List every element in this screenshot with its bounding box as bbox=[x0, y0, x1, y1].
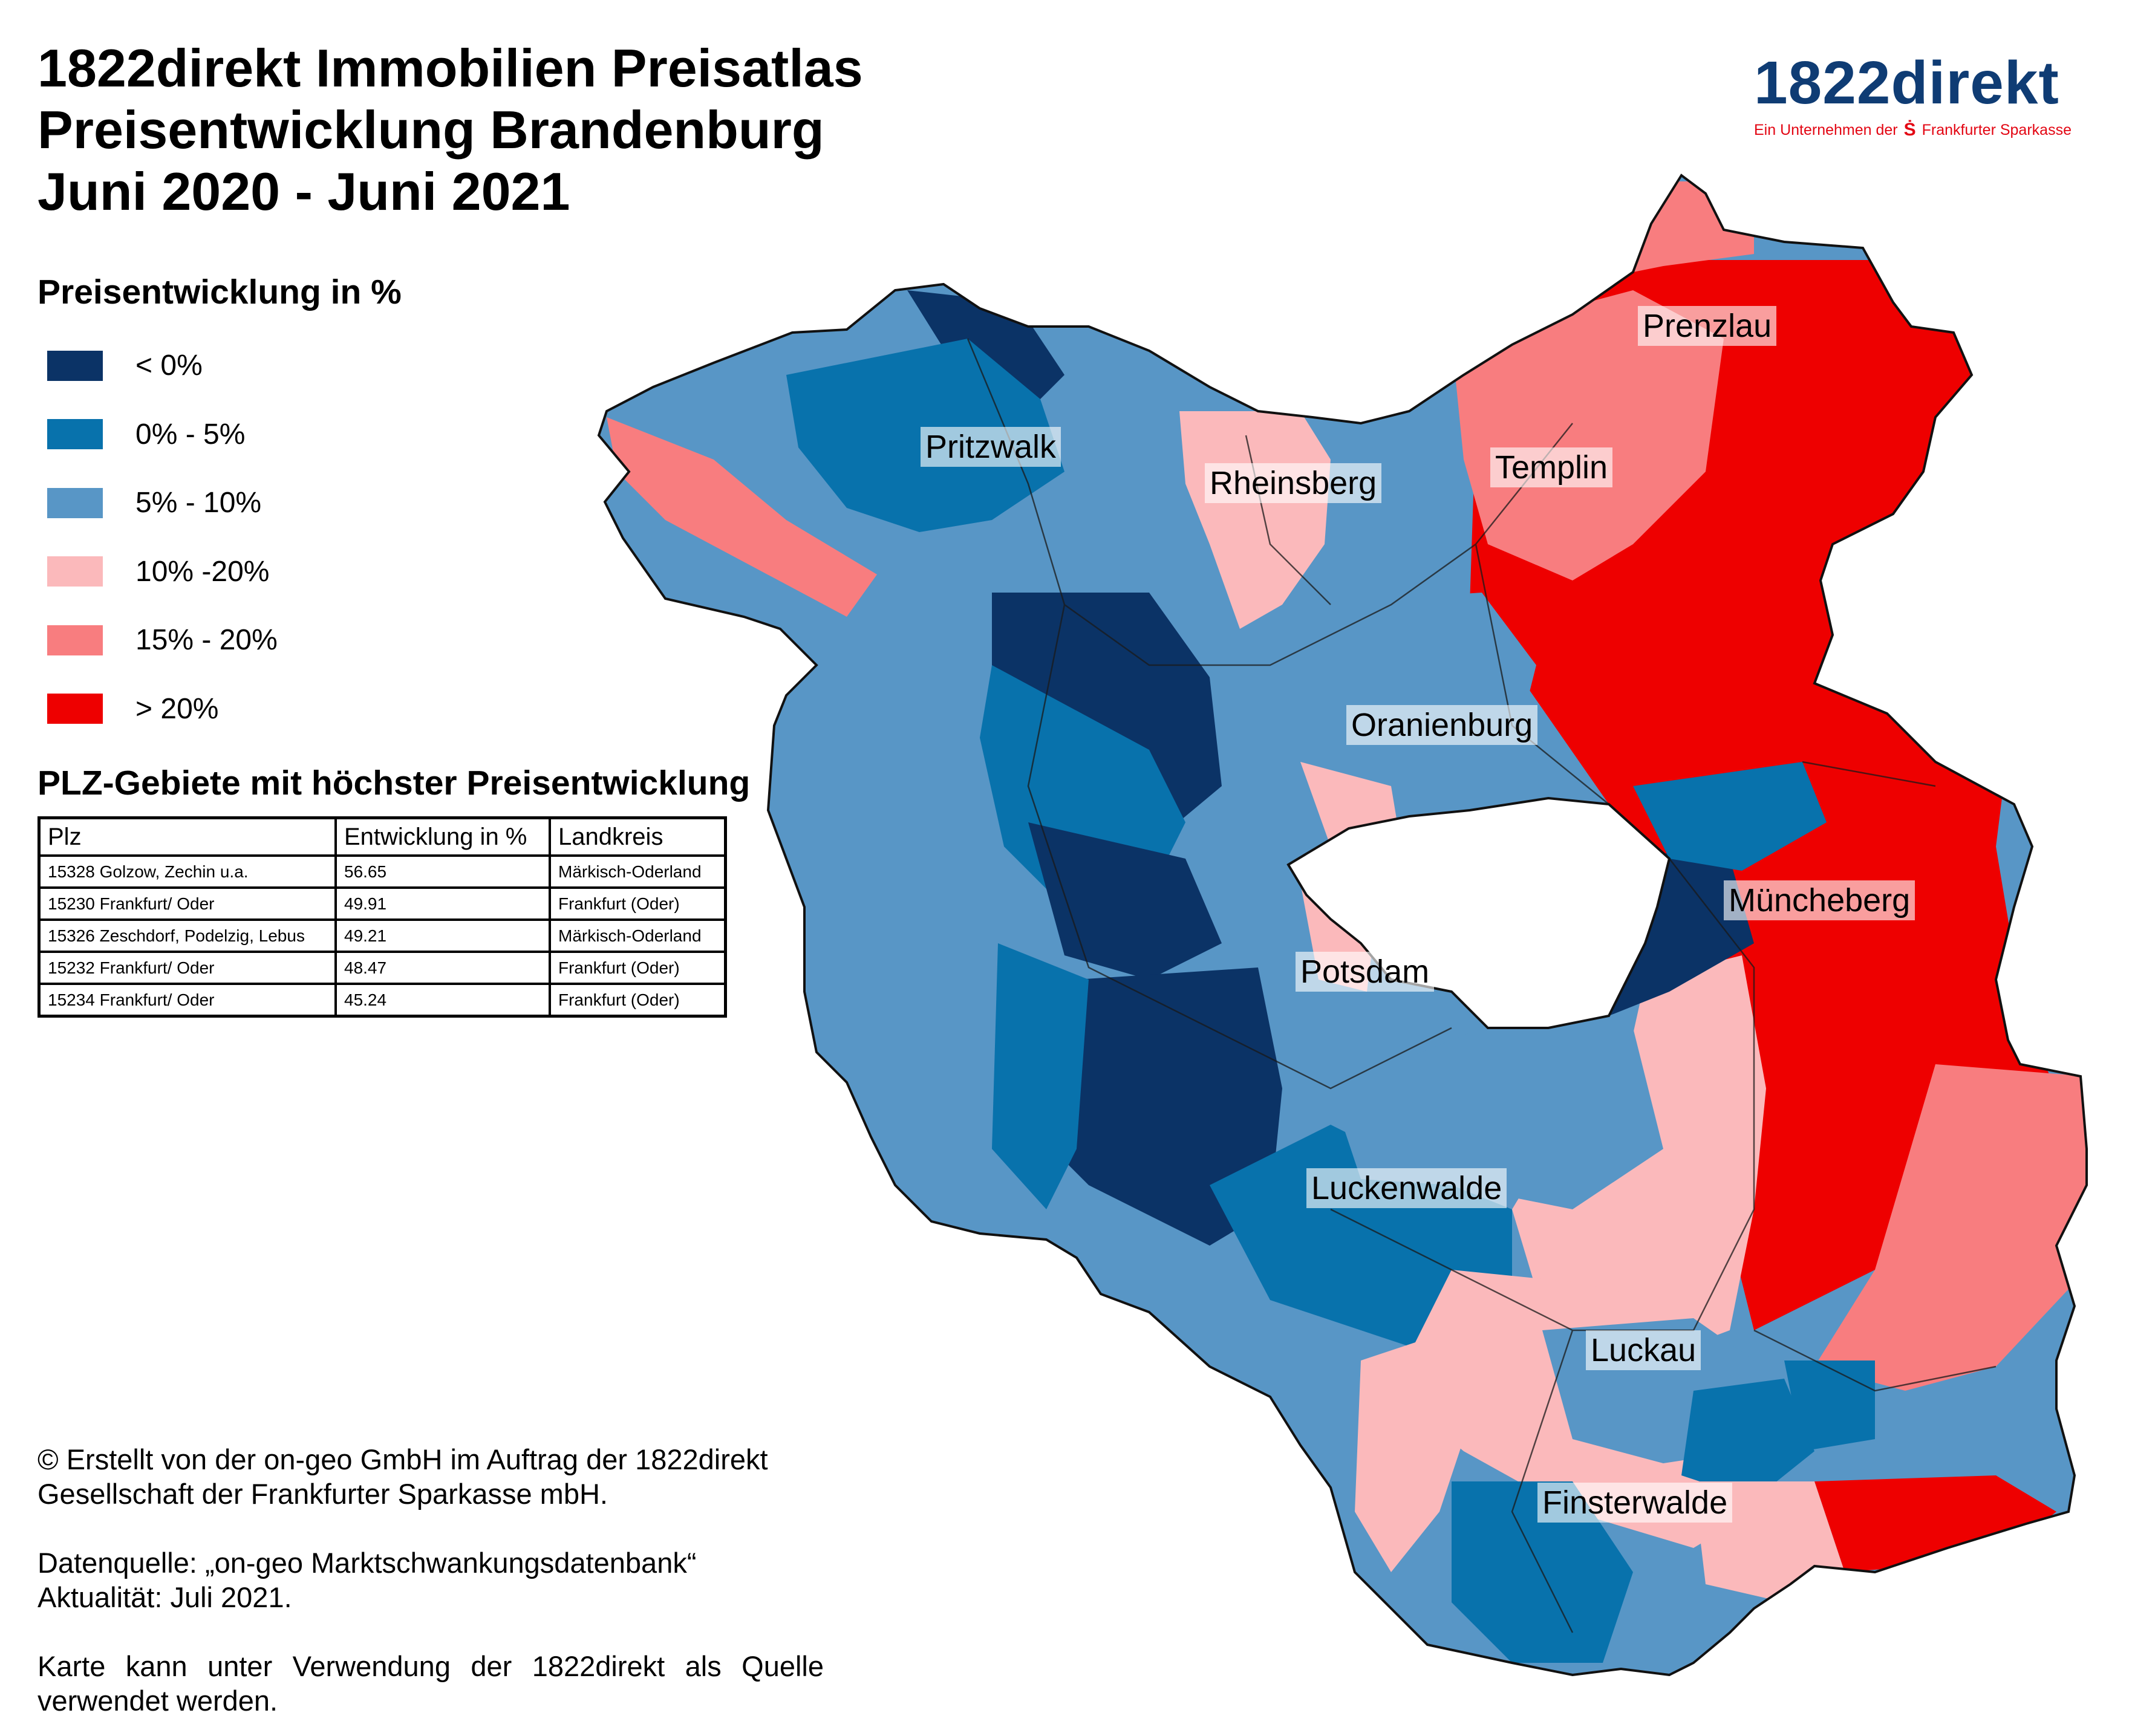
title-line-2: Preisentwicklung Brandenburg bbox=[37, 100, 824, 160]
legend-item: 0% - 5% bbox=[47, 400, 278, 469]
table-row: 15234 Frankfurt/ Oder 45.24 Frankfurt (O… bbox=[37, 983, 727, 1018]
table-cell: 49.91 bbox=[334, 886, 551, 921]
region-south-p0_5 bbox=[1681, 1379, 1814, 1500]
region-se-p15_20 bbox=[1814, 1064, 2087, 1391]
logo-tagline-pre: Ein Unternehmen der bbox=[1754, 121, 1898, 138]
table-row: 15328 Golzow, Zechin u.a. 56.65 Märkisch… bbox=[37, 854, 727, 889]
legend-item: < 0% bbox=[47, 331, 278, 400]
table-cell: 15326 Zeschdorf, Podelzig, Lebus bbox=[37, 918, 337, 953]
brandenburg-outline bbox=[597, 174, 2088, 1677]
city-label-pritzwalk: Pritzwalk bbox=[921, 427, 1061, 467]
legend-swatch bbox=[47, 625, 103, 655]
table-cell: 15230 Frankfurt/ Oder bbox=[37, 886, 337, 921]
legend-swatch bbox=[47, 487, 103, 518]
region-se-p0_5 bbox=[1784, 1361, 1875, 1451]
region-havelland-lt0 bbox=[1028, 822, 1222, 980]
logo-tagline: Ein Unternehmen der Ṡ Frankfurter Sparka… bbox=[1754, 120, 2093, 140]
legend-label: 5% - 10% bbox=[135, 487, 262, 519]
table-cell: 15234 Frankfurt/ Oder bbox=[37, 983, 337, 1018]
region-west-p0_5 bbox=[980, 665, 1185, 907]
map-title: 1822direkt Immobilien Preisatlas Preisen… bbox=[37, 37, 863, 223]
legend-title: Preisentwicklung in % bbox=[37, 273, 402, 311]
credits-line-2: Gesellschaft der Frankfurter Sparkasse m… bbox=[37, 1478, 608, 1510]
table-cell: Frankfurt (Oder) bbox=[549, 951, 727, 985]
credits-line-6: verwendet werden. bbox=[37, 1685, 278, 1717]
table-row: 15232 Frankfurt/ Oder 48.47 Frankfurt (O… bbox=[37, 951, 727, 985]
credits-line-4: Aktualität: Juli 2021. bbox=[37, 1581, 292, 1613]
legend-label: < 0% bbox=[135, 349, 203, 382]
legend-swatch bbox=[47, 694, 103, 724]
legend-label: 15% - 20% bbox=[135, 624, 278, 657]
legend-item: 10% -20% bbox=[47, 538, 278, 606]
credits-line-5: Karte kann unter Verwendung der 1822dire… bbox=[37, 1650, 824, 1682]
credits-line-3: Datenquelle: „on-geo Marktschwankungsdat… bbox=[37, 1547, 697, 1579]
legend-swatch bbox=[47, 350, 103, 381]
table-cell: 56.65 bbox=[334, 854, 551, 889]
legend-swatch bbox=[47, 419, 103, 450]
legend-swatch bbox=[47, 556, 103, 587]
legend-label: 0% - 5% bbox=[135, 418, 246, 450]
table-cell: Frankfurt (Oder) bbox=[549, 983, 727, 1018]
region-nw-p15_20 bbox=[607, 417, 877, 617]
table-row: 15326 Zeschdorf, Podelzig, Lebus 49.21 M… bbox=[37, 918, 727, 953]
table-header: Plz bbox=[37, 816, 337, 857]
table-row: 15230 Frankfurt/ Oder 49.91 Frankfurt (O… bbox=[37, 886, 727, 921]
legend-item: 5% - 10% bbox=[47, 469, 278, 538]
region-potsdam-mittelmark-lt0 bbox=[1028, 967, 1282, 1246]
city-label-rheinsberg: Rheinsberg bbox=[1205, 463, 1382, 503]
sparkasse-s-icon: Ṡ bbox=[1903, 120, 1916, 140]
table-cell: Märkisch-Oderland bbox=[549, 918, 727, 953]
table-cell: 15232 Frankfurt/ Oder bbox=[37, 951, 337, 985]
title-line-1: 1822direkt Immobilien Preisatlas bbox=[37, 38, 863, 98]
city-label-luckenwalde: Luckenwalde bbox=[1306, 1168, 1507, 1208]
city-label-finsterwalde: Finsterwalde bbox=[1537, 1483, 1733, 1523]
city-label-templin: Templin bbox=[1490, 447, 1613, 487]
table-cell: Frankfurt (Oder) bbox=[549, 886, 727, 921]
legend: < 0% 0% - 5% 5% - 10% 10% -20% 15% - 20%… bbox=[47, 331, 278, 743]
table-cell: 15328 Golzow, Zechin u.a. bbox=[37, 854, 337, 889]
region-templin-p15_20 bbox=[1452, 290, 1724, 580]
table-header: Landkreis bbox=[549, 816, 727, 857]
city-label-prenzlau: Prenzlau bbox=[1638, 306, 1777, 346]
region-sse-gt20 bbox=[1814, 1475, 2056, 1572]
legend-label: > 20% bbox=[135, 692, 219, 725]
city-label-potsdam: Potsdam bbox=[1296, 952, 1435, 992]
city-label-oranienburg: Oranienburg bbox=[1346, 705, 1538, 745]
credits-line-1: © Erstellt von der on-geo GmbH im Auftra… bbox=[37, 1443, 768, 1475]
city-label-muencheberg: Müncheberg bbox=[1724, 880, 1915, 920]
legend-item: > 20% bbox=[47, 675, 278, 744]
city-label-luckau: Luckau bbox=[1586, 1330, 1701, 1370]
table-header-row: Plz Entwicklung in % Landkreis bbox=[37, 816, 727, 857]
table-cell: 45.24 bbox=[334, 983, 551, 1018]
region-ost-p0_5 bbox=[1633, 762, 1827, 871]
logo-wordmark: 1822direkt bbox=[1754, 49, 2059, 117]
region-sw-p0_5 bbox=[992, 943, 1089, 1209]
credits: © Erstellt von der on-geo GmbH im Auftra… bbox=[37, 1442, 824, 1718]
logo-tagline-post: Frankfurter Sparkasse bbox=[1922, 121, 2072, 138]
table-header: Entwicklung in % bbox=[334, 816, 551, 857]
region-luckenwalde-p5_10 bbox=[1331, 1016, 1663, 1209]
logo-1822direkt: 1822direkt Ein Unternehmen der Ṡ Frankfu… bbox=[1754, 50, 2093, 140]
title-line-3: Juni 2020 - Juni 2021 bbox=[37, 161, 570, 221]
table-cell: 48.47 bbox=[334, 951, 551, 985]
legend-label: 10% -20% bbox=[135, 555, 270, 588]
plz-table: Plz Entwicklung in % Landkreis 15328 Gol… bbox=[37, 816, 727, 1018]
region-south-p10_20 bbox=[1355, 1330, 1464, 1572]
table-title: PLZ-Gebiete mit höchster Preisentwicklun… bbox=[37, 764, 751, 802]
legend-item: 15% - 20% bbox=[47, 606, 278, 675]
table-cell: 49.21 bbox=[334, 918, 551, 953]
table-cell: Märkisch-Oderland bbox=[549, 854, 727, 889]
